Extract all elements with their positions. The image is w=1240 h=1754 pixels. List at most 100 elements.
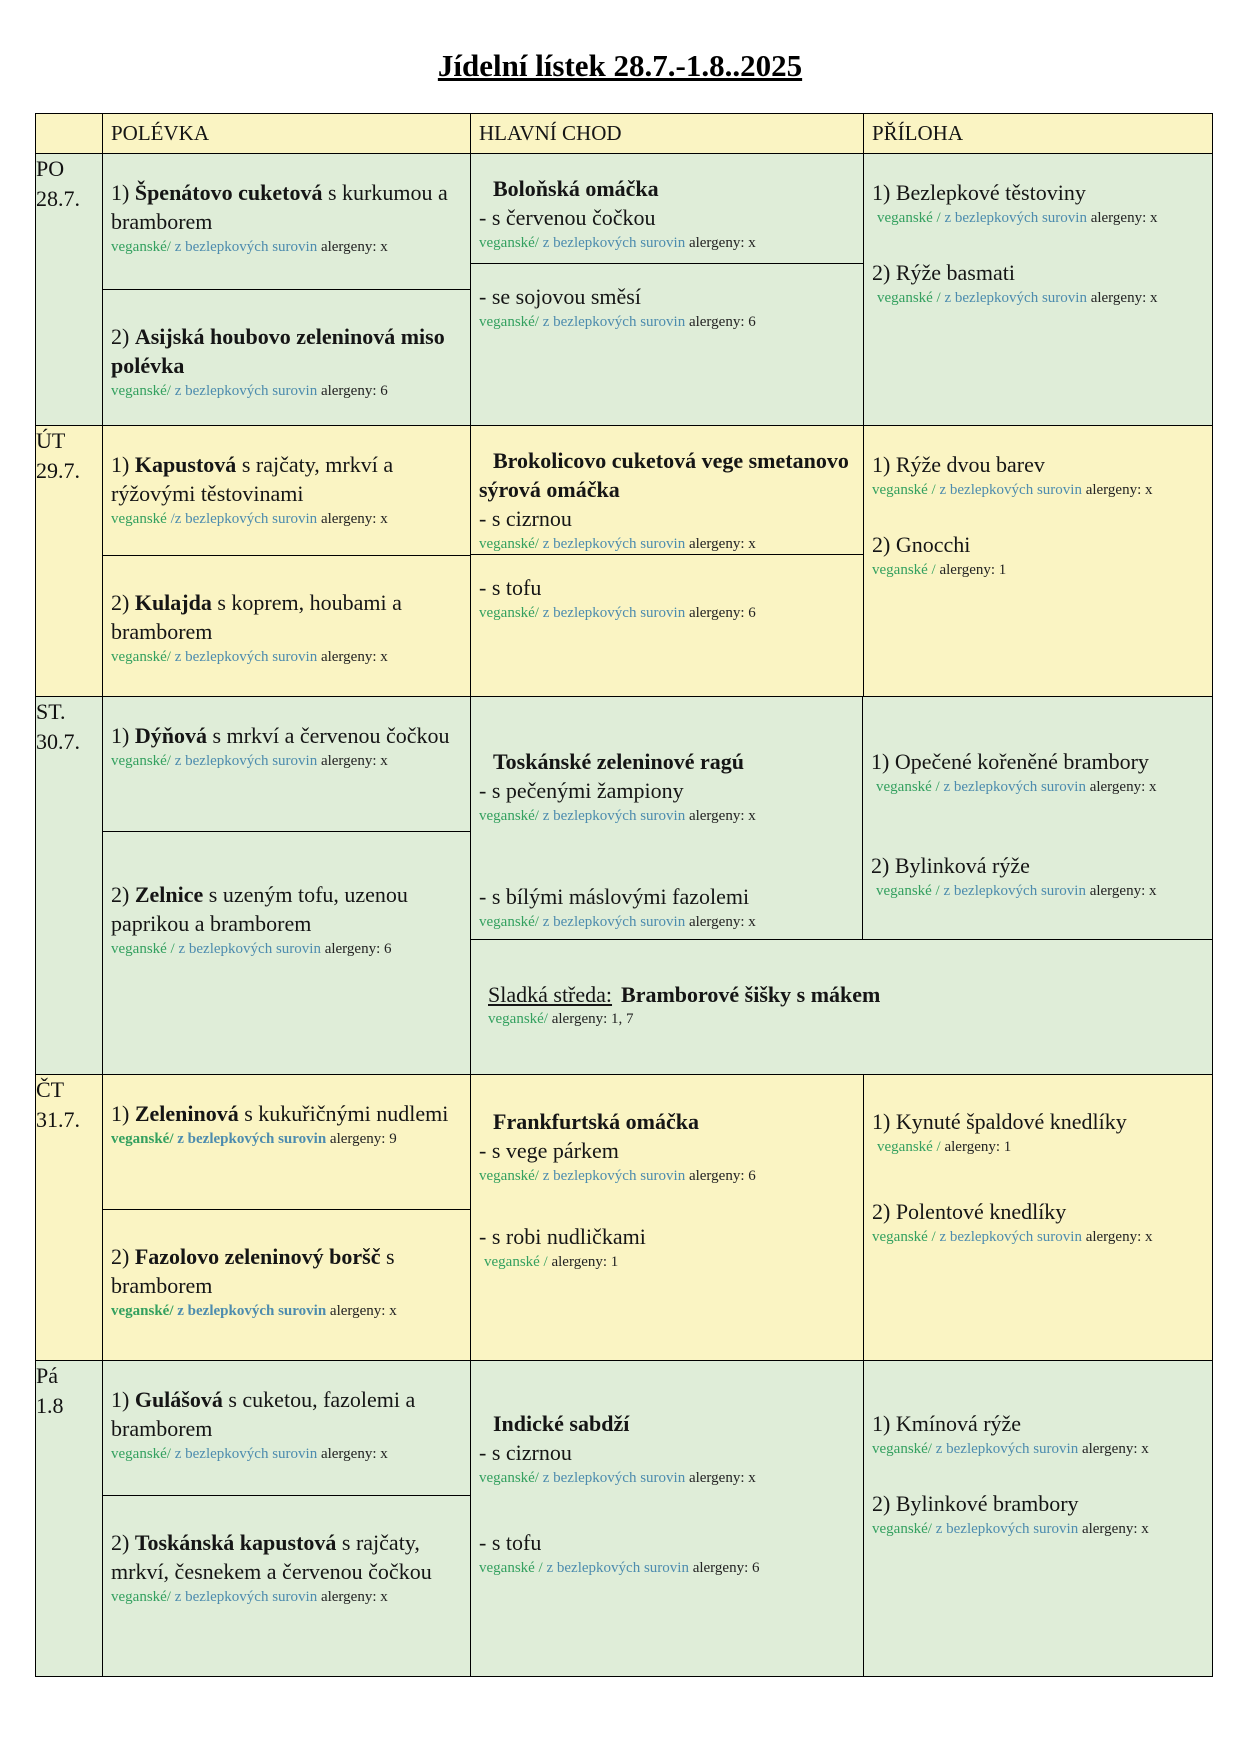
vegan-label: veganské/ <box>111 649 175 665</box>
vegan-label: veganské/ <box>488 1011 552 1027</box>
allergen-legend: veganské/ z bezlepkových surovin alergen… <box>479 604 855 623</box>
side-1: 1) Rýže dvou barev veganské / z bezlepko… <box>872 450 1204 500</box>
vegan-label: veganské / <box>111 941 179 957</box>
allergens-value: alergeny: 6 <box>324 941 392 957</box>
allergens-value: alergeny: x <box>320 649 388 665</box>
allergens-value: alergeny: x <box>320 511 388 527</box>
main-variant-2: - se sojovou směsí veganské/ z bezlepkov… <box>471 264 863 425</box>
day-label: Pá 1.8 <box>35 1360 103 1677</box>
allergen-legend: veganské / alergeny: 1 <box>479 1253 855 1272</box>
allergen-legend: veganské / z bezlepkových surovin alerge… <box>872 289 1204 308</box>
allergen-legend: veganské / alergeny: 1 <box>872 561 1204 580</box>
vegan-label: veganské / <box>872 562 940 578</box>
glutenfree-label: z bezlepkových surovin <box>174 1589 321 1605</box>
glutenfree-label: z bezlepkových surovin <box>174 383 321 399</box>
allergen-legend: veganské/ z bezlepkových surovin alergen… <box>872 1520 1204 1539</box>
allergen-legend: veganské/ z bezlepkových surovin alergen… <box>479 913 854 932</box>
dish-name: Indické sabdží <box>493 1411 630 1436</box>
vegan-label: veganské/ <box>111 1446 175 1462</box>
row-thursday: ČT 31.7. 1) Zeleninová s kukuřičnými nud… <box>35 1074 1213 1361</box>
glutenfree-label: z bezlepkových surovin <box>542 914 689 930</box>
allergens-value: alergeny: x <box>688 536 756 552</box>
allergen-legend: veganské/ z bezlepkových surovin alergen… <box>479 807 854 826</box>
dish-name: Gulášová <box>134 1387 223 1412</box>
vegan-label: veganské/ <box>479 536 543 552</box>
allergen-legend: veganské/ alergeny: 1, 7 <box>488 1010 1204 1029</box>
vegan-label: veganské / <box>872 1229 940 1245</box>
vegan-label: veganské / <box>876 883 944 899</box>
vegan-label: veganské / <box>872 482 940 498</box>
side-2: 2) Polentové knedlíky veganské / z bezle… <box>872 1197 1204 1247</box>
row-tuesday: ÚT 29.7. 1) Kapustová s rajčaty, mrkví a… <box>35 425 1213 697</box>
allergens-value: alergeny: x <box>1081 1521 1149 1537</box>
soup-2: 2) Zelnice s uzeným tofu, uzenou papriko… <box>103 832 470 1074</box>
allergens-value: alergeny: x <box>329 1303 397 1319</box>
allergen-legend: veganské/ z bezlepkových surovin alergen… <box>111 1445 462 1464</box>
header-soup: POLÉVKA <box>102 113 471 154</box>
allergens-value: alergeny: x <box>320 753 388 769</box>
side-cell: 1) Kmínová rýže veganské/ z bezlepkových… <box>863 1360 1213 1677</box>
soup-2: 2) Toskánská kapustová s rajčaty, mrkví,… <box>103 1496 470 1676</box>
main-variant-1: Boloňská omáčka - s červenou čočkou vega… <box>471 154 863 264</box>
allergens-value: alergeny: 1, 7 <box>551 1011 634 1027</box>
main-side-merged-cell: Toskánské zeleninové ragú - s pečenými ž… <box>470 696 1213 1075</box>
glutenfree-label: z bezlepkových surovin <box>542 1168 689 1184</box>
glutenfree-label: z bezlepkových surovin <box>174 649 321 665</box>
page-title: Jídelní lístek 28.7.-1.8..2025 <box>437 48 803 83</box>
side-cell: 1) Opečené kořeněné brambory veganské / … <box>863 697 1212 939</box>
row-friday: Pá 1.8 1) Gulášová s cuketou, fazolemi a… <box>35 1360 1213 1677</box>
glutenfree-label: /z bezlepkových surovin <box>170 511 321 527</box>
vegan-label: veganské/ <box>111 753 175 769</box>
vegan-label: veganské/ <box>111 383 175 399</box>
allergen-legend: veganské/ z bezlepkových surovin alergen… <box>111 1588 462 1607</box>
allergens-value: alergeny: x <box>688 1470 756 1486</box>
main-cell: Brokolicovo cuketová vege smetanovo sýro… <box>470 425 864 697</box>
main-cell: Indické sabdží - s cizrnou veganské/ z b… <box>470 1360 864 1677</box>
soup-cell: 1) Kapustová s rajčaty, mrkví a rýžovými… <box>102 425 471 697</box>
vegan-label: veganské/ <box>111 1589 175 1605</box>
dish-name: Toskánské zeleninové ragú <box>493 749 745 774</box>
glutenfree-label: z bezlepkových surovin <box>174 1446 321 1462</box>
soup-cell: 1) Dýňová s mrkví a červenou čočkou vega… <box>102 696 471 1075</box>
allergen-legend: veganské/ z bezlepkových surovin alergen… <box>872 1440 1204 1459</box>
main-variant-2: - s tofu veganské/ z bezlepkových surovi… <box>471 555 863 623</box>
glutenfree-label: z bezlepkových surovin <box>546 1560 693 1576</box>
soup-cell: 1) Zeleninová s kukuřičnými nudlemi vega… <box>102 1074 471 1361</box>
soup-2: 2) Asijská houbovo zeleninová miso polév… <box>103 290 470 425</box>
allergens-value: alergeny: 1 <box>944 1139 1012 1155</box>
side-cell: 1) Bezlepkové těstoviny veganské / z bez… <box>863 153 1213 426</box>
vegan-label: veganské / <box>877 290 945 306</box>
glutenfree-label: z bezlepkových surovin <box>939 1229 1086 1245</box>
allergens-value: alergeny: x <box>320 1589 388 1605</box>
dish-name: Frankfurtská omáčka <box>493 1109 699 1134</box>
day-label: ÚT 29.7. <box>35 425 103 697</box>
glutenfree-label: z bezlepkových surovin <box>178 941 325 957</box>
vegan-label: veganské <box>111 511 171 527</box>
soup-1: 1) Kapustová s rajčaty, mrkví a rýžovými… <box>103 426 470 556</box>
glutenfree-label: z bezlepkových surovin <box>542 314 689 330</box>
glutenfree-label: z bezlepkových surovin <box>939 482 1086 498</box>
glutenfree-label: z bezlepkových surovin <box>174 753 321 769</box>
allergen-legend: veganské / z bezlepkových surovin alerge… <box>871 778 1204 797</box>
dish-name: Kapustová <box>134 452 237 477</box>
glutenfree-label: z bezlepkových surovin <box>542 808 689 824</box>
dish-name: Špenátovo cuketová <box>134 180 323 205</box>
vegan-label: veganské/ <box>872 1441 936 1457</box>
vegan-label: veganské/ <box>111 1303 178 1319</box>
dish-name: Fazolovo zeleninový boršč <box>134 1244 381 1269</box>
allergen-legend: veganské / alergeny: 1 <box>872 1138 1204 1157</box>
allergen-legend: veganské/ z bezlepkových surovin alergen… <box>111 1302 462 1321</box>
allergens-value: alergeny: x <box>688 914 756 930</box>
vegan-label: veganské / <box>484 1254 552 1270</box>
allergens-value: alergeny: 6 <box>320 383 388 399</box>
main-dish: Indické sabdží - s cizrnou veganské/ z b… <box>471 1361 863 1578</box>
vegan-label: veganské/ <box>479 808 543 824</box>
allergen-legend: veganské / z bezlepkových surovin alerge… <box>479 1559 855 1578</box>
allergens-value: alergeny: x <box>1089 779 1157 795</box>
soup-1: 1) Gulášová s cuketou, fazolemi a brambo… <box>103 1361 470 1496</box>
glutenfree-label: z bezlepkových surovin <box>542 1470 689 1486</box>
allergens-value: alergeny: x <box>1081 1441 1149 1457</box>
vegan-label: veganské/ <box>479 1168 543 1184</box>
allergen-legend: veganské/ z bezlepkových surovin alergen… <box>111 1130 462 1149</box>
soup-2: 2) Kulajda s koprem, houbami a bramborem… <box>103 556 470 696</box>
